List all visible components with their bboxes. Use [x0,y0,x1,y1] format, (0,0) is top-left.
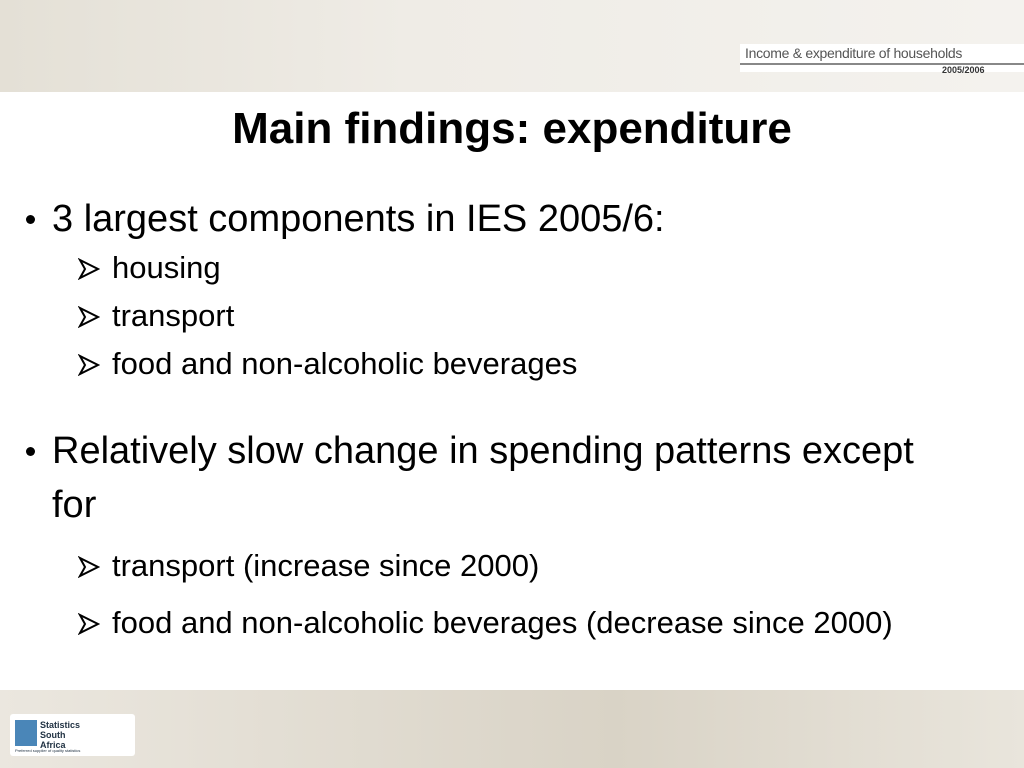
bullet-text: Relatively slow change in spending patte… [52,430,914,526]
sub-item-text: food and non-alcoholic beverages [112,346,578,381]
logo-name: Statistics South Africa [40,720,81,750]
banner-title: Income & expenditure of households [745,45,963,61]
sub-item: housing [78,245,221,291]
logo-mark [15,720,37,746]
sub-item: food and non-alcoholic beverages [78,341,577,387]
sub-item-text: transport [112,298,235,333]
bullet: Relatively slow change in spending patte… [26,424,952,532]
logo-tagline: Preferred supplier of quality statistics [15,748,81,753]
sub-item: food and non-alcoholic beverages (decrea… [74,600,924,646]
sub-item: transport (increase since 2000) [78,543,539,589]
sub-item: transport [78,293,234,339]
sub-item-text: transport (increase since 2000) [112,548,540,583]
sub-item-text: housing [112,250,221,285]
bullet-text: 3 largest components in IES 2005/6: [52,198,665,240]
bullet: 3 largest components in IES 2005/6: [26,192,972,246]
banner-line [740,63,1024,65]
slide-title: Main findings: expenditure [232,104,792,153]
sub-item-text: food and non-alcoholic beverages (decrea… [112,605,893,640]
banner [740,44,1024,72]
footer-band [0,690,1024,768]
banner-year: 2005/2006 [942,65,985,75]
